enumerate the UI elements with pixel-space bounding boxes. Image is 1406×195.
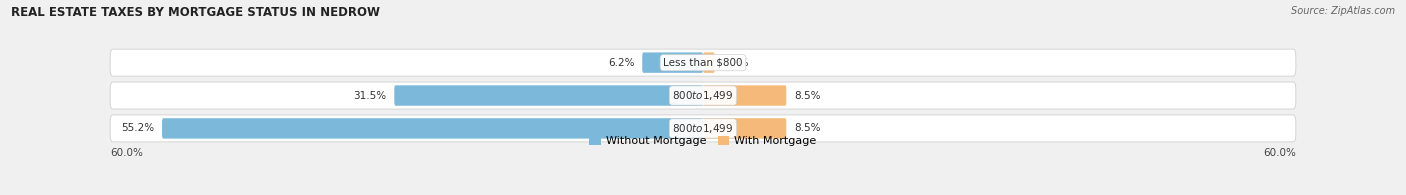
Text: 1.2%: 1.2% <box>723 58 749 68</box>
FancyBboxPatch shape <box>162 118 703 139</box>
FancyBboxPatch shape <box>394 85 703 106</box>
Legend: Without Mortgage, With Mortgage: Without Mortgage, With Mortgage <box>585 132 821 151</box>
FancyBboxPatch shape <box>110 49 1296 76</box>
Text: $800 to $1,499: $800 to $1,499 <box>672 122 734 135</box>
Text: REAL ESTATE TAXES BY MORTGAGE STATUS IN NEDROW: REAL ESTATE TAXES BY MORTGAGE STATUS IN … <box>11 6 380 19</box>
Text: Source: ZipAtlas.com: Source: ZipAtlas.com <box>1291 6 1395 16</box>
FancyBboxPatch shape <box>110 82 1296 109</box>
FancyBboxPatch shape <box>703 85 786 106</box>
Text: 8.5%: 8.5% <box>794 90 821 101</box>
FancyBboxPatch shape <box>703 118 786 139</box>
FancyBboxPatch shape <box>643 52 703 73</box>
Text: 60.0%: 60.0% <box>1263 148 1296 158</box>
Text: 8.5%: 8.5% <box>794 123 821 133</box>
FancyBboxPatch shape <box>110 115 1296 142</box>
Text: $800 to $1,499: $800 to $1,499 <box>672 89 734 102</box>
Text: 60.0%: 60.0% <box>110 148 143 158</box>
FancyBboxPatch shape <box>703 52 714 73</box>
Text: 6.2%: 6.2% <box>607 58 634 68</box>
Text: Less than $800: Less than $800 <box>664 58 742 68</box>
Text: 31.5%: 31.5% <box>353 90 387 101</box>
Text: 55.2%: 55.2% <box>121 123 155 133</box>
